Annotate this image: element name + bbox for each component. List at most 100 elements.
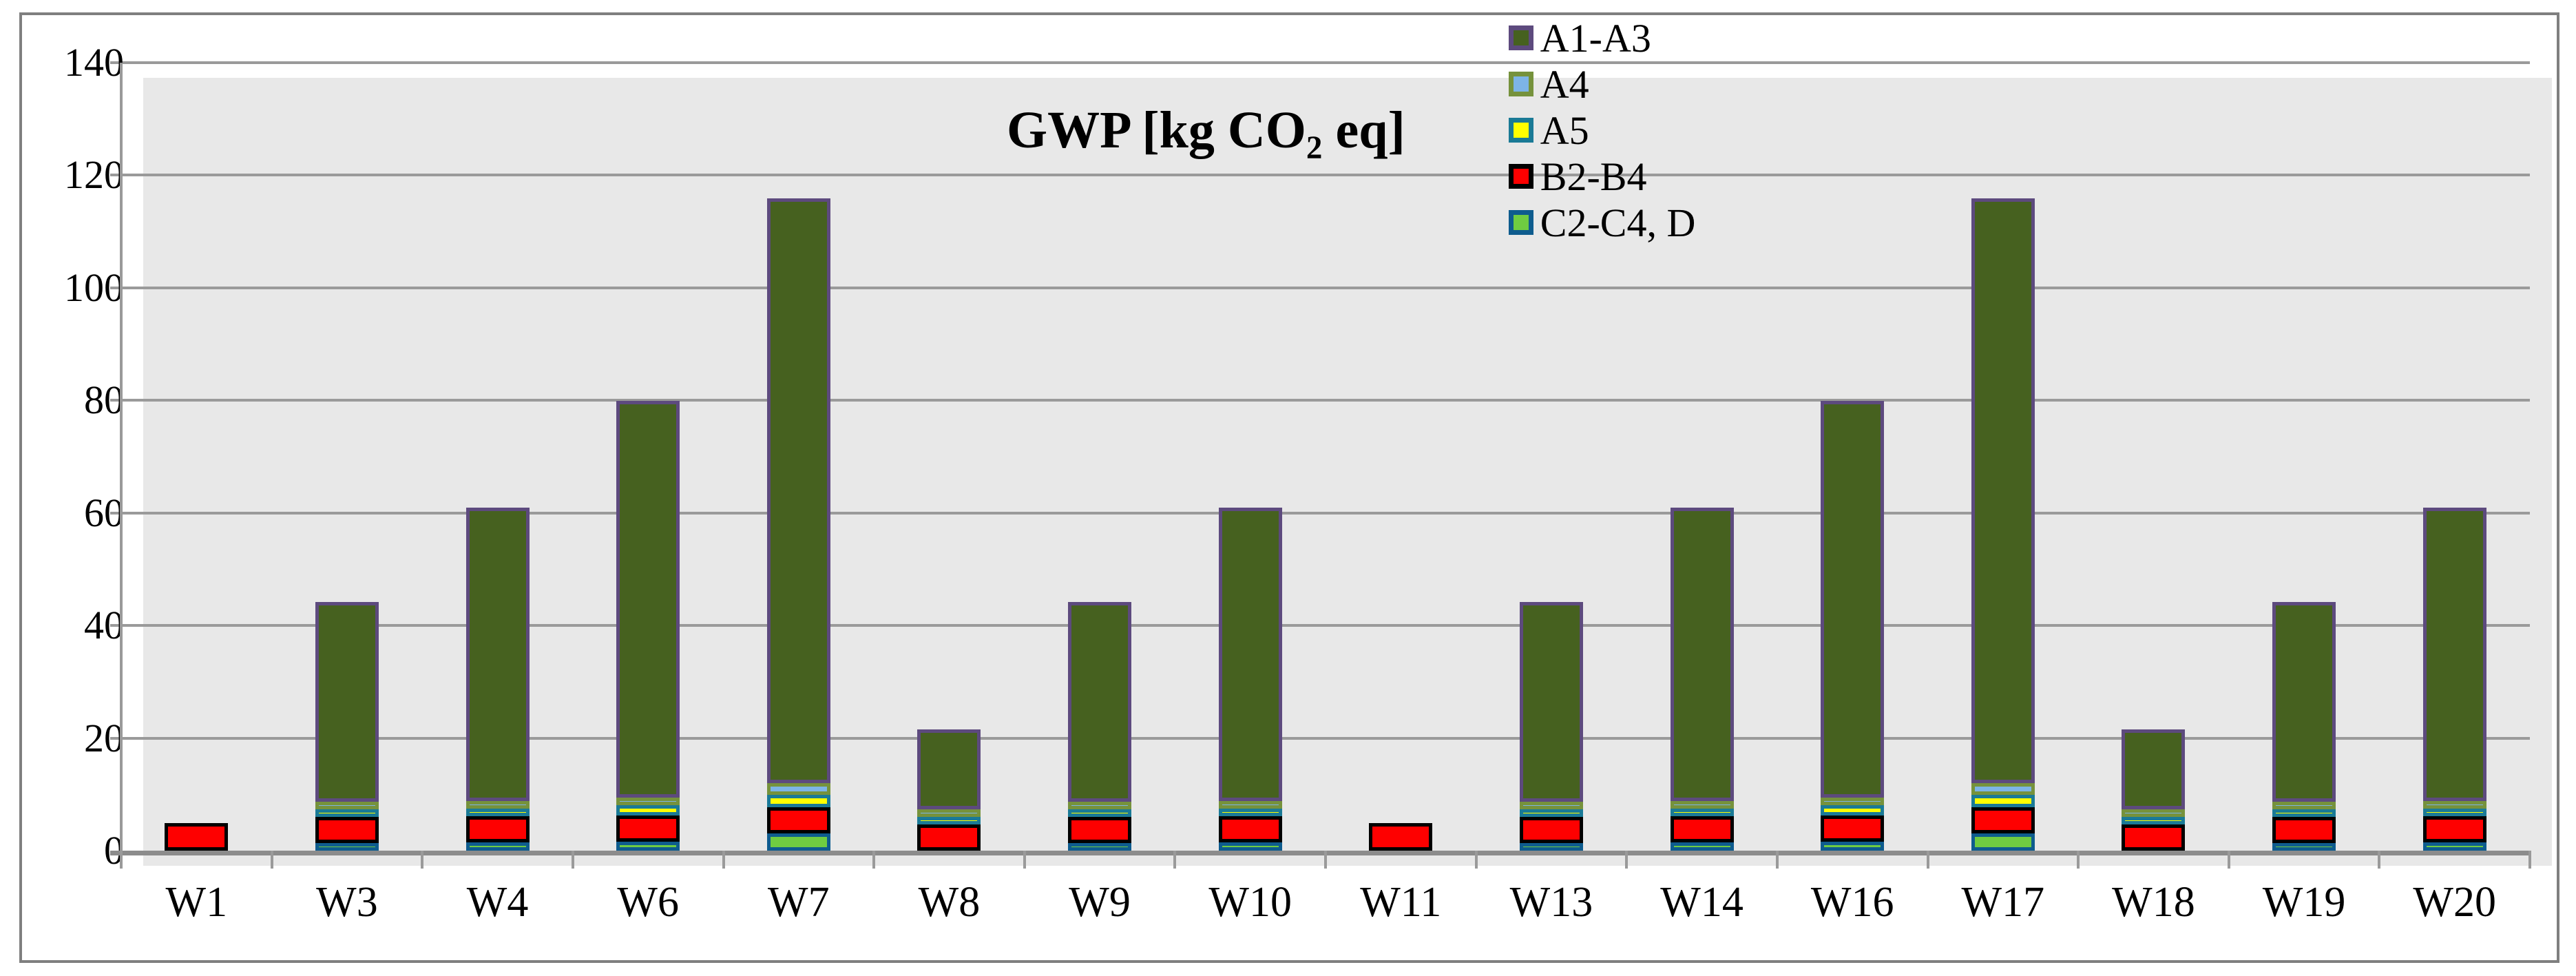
y-tick-label: 40 <box>84 603 124 648</box>
bar-segment-c2-c4-d <box>1971 833 2035 851</box>
bar-segment-a5 <box>917 817 981 825</box>
bar-segment-c2-c4-d <box>1821 841 1885 851</box>
bar-segment-a4 <box>2122 809 2186 818</box>
y-gridline <box>110 736 2530 740</box>
bar-segment-a1-a3 <box>917 729 981 810</box>
bar-segment-b2-b4 <box>1821 816 1885 842</box>
bar-segment-a1-a3 <box>1971 198 2035 783</box>
legend-label-a4: A4 <box>1540 61 1589 107</box>
bar-segment-a4 <box>1068 802 1132 810</box>
y-gridline <box>110 174 2530 177</box>
category-label: W11 <box>1360 879 1442 926</box>
chart-title-text: GWP [kg CO <box>1007 101 1306 159</box>
bar-segment-b2-b4 <box>2422 816 2486 842</box>
bar-segment-a1-a3 <box>2422 508 2486 802</box>
x-axis-tick <box>1625 851 1629 869</box>
category-label: W8 <box>918 879 981 926</box>
category-label: W16 <box>1810 879 1894 926</box>
bar-segment-a4 <box>1821 797 1885 805</box>
legend-swatch-b2-b4 <box>1508 164 1533 189</box>
legend-item-a4: A4 <box>1508 61 1651 107</box>
y-tick-label: 120 <box>64 152 124 198</box>
x-axis-tick <box>571 851 574 869</box>
bar-segment-b2-b4 <box>165 822 229 851</box>
bar-segment-a1-a3 <box>1519 601 1583 802</box>
bar-segment-a4 <box>2272 802 2336 810</box>
y-gridline <box>110 286 2530 289</box>
x-axis-tick <box>1173 851 1177 869</box>
bar-segment-a5 <box>465 809 530 817</box>
bar-segment-a1-a3 <box>465 508 530 802</box>
legend-swatch-a4 <box>1508 72 1533 96</box>
bar-segment-a4 <box>315 802 379 810</box>
bar-segment-a5 <box>1971 794 2035 808</box>
bar-segment-b2-b4 <box>1369 822 1433 851</box>
bar-segment-a1-a3 <box>1218 508 1282 802</box>
legend-item-c2-c4-d: C2-C4, D <box>1508 200 1719 246</box>
bar-segment-a5 <box>616 804 680 816</box>
bar-segment-a4 <box>1218 801 1282 809</box>
bar-segment-c2-c4-d <box>2272 843 2336 851</box>
y-tick-label: 100 <box>64 264 124 310</box>
legend-label-b2-b4: B2-B4 <box>1540 154 1647 199</box>
bar-segment-a5 <box>766 794 830 808</box>
y-tick-label: 60 <box>84 490 124 535</box>
category-label: W19 <box>2262 879 2346 926</box>
bar-segment-a5 <box>2272 809 2336 818</box>
legend-item-a5: A5 <box>1508 107 1651 154</box>
chart-outer-frame: 0 20 40 60 80 100 120 140 W1 W3 W4 W6 W7 W8 W9 W10 W11 W1… <box>19 12 2559 963</box>
legend-swatch-c2-c4-d <box>1508 210 1533 235</box>
bar-segment-b2-b4 <box>315 817 379 843</box>
category-label: W17 <box>1961 879 2045 926</box>
category-label: W1 <box>165 879 228 926</box>
chart-title-text-end: eq] <box>1322 101 1405 159</box>
bar-segment-b2-b4 <box>2122 824 2186 851</box>
legend-label-a1-a3: A1-A3 <box>1540 15 1651 61</box>
x-axis-tick <box>1324 851 1327 869</box>
category-label: W6 <box>617 879 679 926</box>
bar-segment-a4 <box>2422 801 2486 809</box>
y-tick-label: 140 <box>64 40 124 85</box>
legend-label-c2-c4-d: C2-C4, D <box>1540 200 1696 245</box>
chart-title-subscript: 2 <box>1306 129 1323 166</box>
bar-segment-c2-c4-d <box>465 842 530 851</box>
x-axis-tick <box>2077 851 2080 869</box>
bar-segment-b2-b4 <box>1670 816 1734 842</box>
legend-item-a1-a3: A1-A3 <box>1508 15 1651 61</box>
category-label: W3 <box>316 879 378 926</box>
y-tick-label: 80 <box>84 377 124 423</box>
legend-swatch-a5 <box>1508 118 1533 143</box>
category-label: W4 <box>466 879 529 926</box>
x-axis-tick <box>1023 851 1026 869</box>
bar-segment-c2-c4-d <box>2422 842 2486 851</box>
bar-segment-a1-a3 <box>766 198 830 783</box>
bar-segment-a5 <box>315 809 379 818</box>
legend-label-a5: A5 <box>1540 107 1589 153</box>
bar-segment-b2-b4 <box>1068 817 1132 843</box>
y-axis-line <box>120 63 123 869</box>
y-gridline <box>110 511 2530 515</box>
x-axis-tick <box>1775 851 1779 869</box>
legend-swatch-a1-a3 <box>1508 25 1533 50</box>
category-label: W7 <box>768 879 830 926</box>
bar-segment-a1-a3 <box>2122 729 2186 810</box>
x-axis-tick <box>722 851 725 869</box>
bar-segment-b2-b4 <box>465 816 530 842</box>
bar-segment-a5 <box>1068 809 1132 818</box>
category-label: W13 <box>1509 879 1593 926</box>
bar-segment-c2-c4-d <box>1068 843 1132 851</box>
bar-segment-a1-a3 <box>1821 400 1885 798</box>
bar-segment-a1-a3 <box>616 400 680 798</box>
bar-segment-a5 <box>1218 809 1282 817</box>
y-tick-label: 0 <box>22 827 124 874</box>
bar-segment-b2-b4 <box>2272 817 2336 843</box>
x-axis-tick <box>2227 851 2230 869</box>
y-gridline <box>110 624 2530 627</box>
x-axis-baseline <box>110 851 2530 855</box>
bar-segment-a5 <box>1670 809 1734 817</box>
bar-segment-a5 <box>1821 804 1885 816</box>
bar-segment-a4 <box>465 801 530 809</box>
x-axis-tick <box>270 851 273 869</box>
legend-item-b2-b4: B2-B4 <box>1508 154 1651 200</box>
bar-segment-c2-c4-d <box>616 841 680 851</box>
